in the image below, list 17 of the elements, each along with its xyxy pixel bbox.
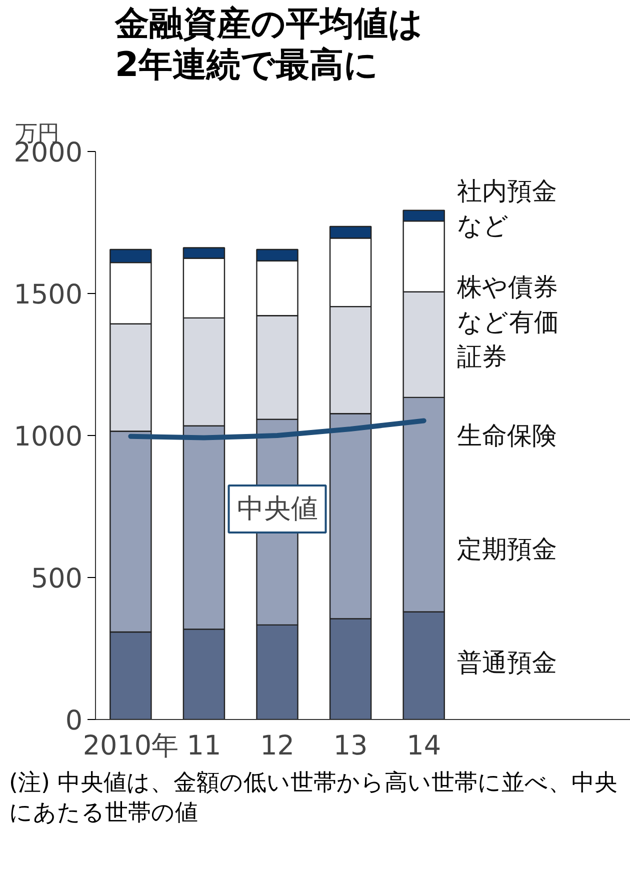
x-tick-label: 14 [406, 730, 442, 762]
annotation: 中央値 [236, 494, 318, 524]
y-tick-label: 1000 [14, 422, 83, 452]
series-label: 普通預金 [456, 648, 557, 678]
y-tick-label: 0 [65, 706, 83, 736]
text: (注) 中央値は、金額の低い世帯から高い世帯に並べ、中央にあたる世帯の値 [9, 769, 618, 828]
series-label: 定期預金 [456, 534, 557, 564]
series-label: 生命保険 [456, 421, 557, 450]
series-label: 社内預金など [456, 176, 557, 240]
chart-title: 金融資産の平均値は 2年連続で最高に [115, 4, 423, 86]
x-tick-label: 12 [260, 730, 294, 762]
y-tick-label: 500 [30, 564, 83, 594]
y-tick-label: 1500 [14, 280, 83, 310]
x-tick-label: 11 [186, 730, 222, 762]
x-tick-label: 2010年 [82, 730, 179, 762]
x-tick-label: 13 [333, 730, 368, 762]
series-label: 株や債券など有価証券 [456, 272, 559, 372]
